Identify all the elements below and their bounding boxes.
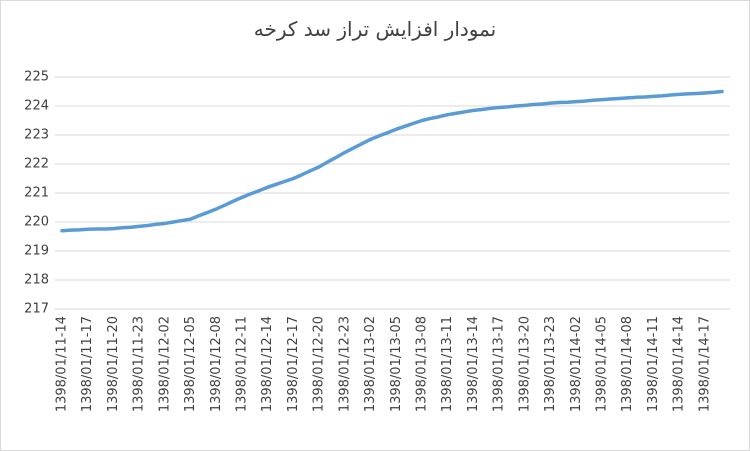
x-tick-label: 1398/01/12-08 xyxy=(209,316,224,412)
x-tick-label: 1398/01/13-02 xyxy=(363,316,378,412)
x-tick-label: 1398/01/14-02 xyxy=(569,316,584,412)
y-tick-label: 217 xyxy=(24,302,49,317)
x-tick-label: 1398/01/13-05 xyxy=(389,316,404,412)
x-tick-label: 1398/01/11-17 xyxy=(80,316,95,412)
x-tick-label: 1398/01/13-08 xyxy=(415,316,430,412)
y-tick-label: 222 xyxy=(24,157,49,172)
y-tick-label: 219 xyxy=(24,244,49,259)
x-tick-label: 1398/01/11-20 xyxy=(106,316,121,412)
x-tick-label: 1398/01/13-20 xyxy=(517,316,532,412)
x-tick-label: 1398/01/14-08 xyxy=(620,316,635,412)
x-tick-label: 1398/01/12-17 xyxy=(286,316,301,412)
chart-title: نمودار افزایش تراز سد کرخه xyxy=(254,17,497,41)
line xyxy=(60,89,724,233)
x-tick-label: 1398/01/13-17 xyxy=(492,316,507,412)
y-tick-label: 225 xyxy=(24,70,49,85)
x-tick-label: 1398/01/14-11 xyxy=(646,316,661,412)
y-tick-label: 218 xyxy=(24,273,49,288)
x-tick-label: 1398/01/12-23 xyxy=(337,316,352,412)
x-tick-label: 1398/01/13-23 xyxy=(543,316,558,412)
x-tick-label: 1398/01/12-02 xyxy=(157,316,172,412)
x-tick-label: 1398/01/12-14 xyxy=(260,316,275,412)
x-tick-label: 1398/01/14-14 xyxy=(672,316,687,412)
x-tick-label: 1398/01/13-14 xyxy=(466,316,481,412)
x-tick-label: 1398/01/12-20 xyxy=(312,316,327,412)
y-tick-label: 220 xyxy=(24,215,49,230)
x-tick-label: 1398/01/12-05 xyxy=(183,316,198,412)
x-tick-label: 1398/01/14-17 xyxy=(697,316,712,412)
y-tick-label: 224 xyxy=(24,99,49,114)
x-tick-label: 1398/01/11-23 xyxy=(132,316,147,412)
x-tick-label: 1398/01/14-05 xyxy=(595,316,610,412)
x-tick-label: 1398/01/11-14 xyxy=(55,316,70,412)
x-tick-label: 1398/01/12-11 xyxy=(235,316,250,412)
y-tick-label: 223 xyxy=(24,128,49,143)
x-tick-label: 1398/01/13-11 xyxy=(440,316,455,412)
y-tick-label: 221 xyxy=(24,186,49,201)
